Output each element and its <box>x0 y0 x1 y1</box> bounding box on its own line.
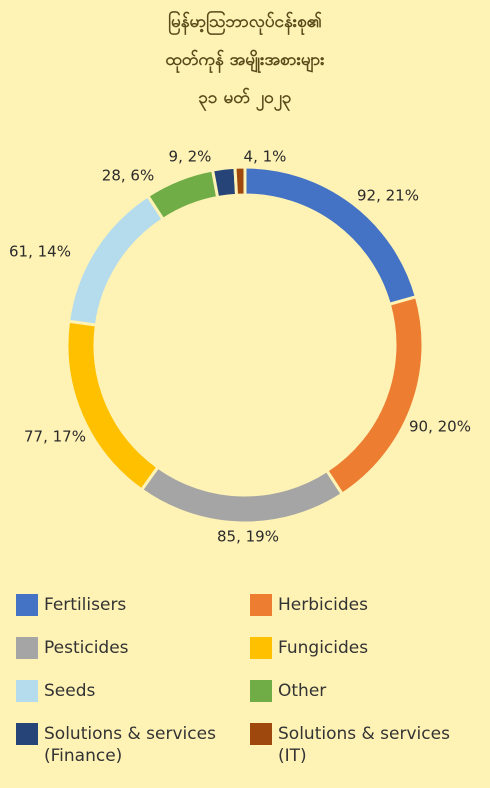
data-label: 85, 19% <box>217 528 279 546</box>
legend-swatch <box>250 723 272 745</box>
legend-swatch <box>16 637 38 659</box>
chart-title: မြန်မာ့ဩဘာလုပ်ငန်းစု၏ <box>168 9 322 36</box>
chart: မြန်မာ့ဩဘာလုပ်ငန်းစု၏ ထုတ်ကုန် အမျိုးအစာ… <box>9 9 471 546</box>
chart-title: ထုတ်ကုန် အမျိုးအစားများ <box>165 49 325 74</box>
donut-slice <box>139 465 345 525</box>
data-label: 4, 1% <box>244 148 287 166</box>
legend-item: Fertilisers <box>16 594 250 616</box>
donut-slice <box>145 168 220 222</box>
legend-item: Herbicides <box>250 594 484 616</box>
legend-swatch <box>250 680 272 702</box>
legend-label: Solutions & services (IT) <box>278 724 450 766</box>
legend-item: Solutions & services (Finance) <box>16 723 250 767</box>
legend-label: Pesticides <box>44 638 129 658</box>
legend-item: Pesticides <box>16 637 250 659</box>
legend-swatch <box>16 723 38 745</box>
legend-label: Seeds <box>44 681 96 701</box>
data-label: 90, 20% <box>409 418 471 436</box>
data-label: 61, 14% <box>9 243 71 261</box>
donut-slice <box>66 193 166 327</box>
legend-item: Fungicides <box>250 637 484 659</box>
donut-slice <box>210 165 239 200</box>
legend-swatch <box>250 594 272 616</box>
legend-swatch <box>16 680 38 702</box>
legend-item: Solutions & services (IT) <box>250 723 484 767</box>
legend-label: Solutions & services (Finance) <box>44 724 216 766</box>
chart-subtitle: ၃၁ မတ် ၂၀၂၃ <box>198 87 291 112</box>
legend-label: Herbicides <box>278 595 368 615</box>
legend-item: Seeds <box>16 680 250 702</box>
data-label: 77, 17% <box>24 428 86 446</box>
donut-slice <box>65 319 160 492</box>
data-label: 9, 2% <box>169 148 212 166</box>
donut-slice <box>324 294 425 497</box>
data-label: 28, 6% <box>102 167 154 185</box>
legend-label: Other <box>278 681 327 701</box>
legend-swatch <box>250 637 272 659</box>
legend-swatch <box>16 594 38 616</box>
donut-slice <box>233 165 247 197</box>
legend-item: Other <box>250 680 484 702</box>
legend-label: Fertilisers <box>44 595 127 615</box>
data-label: 92, 21% <box>357 187 419 205</box>
legend: Fertilisers Herbicides Pesticides Fungicide… <box>16 594 486 788</box>
legend-label: Fungicides <box>278 638 369 658</box>
